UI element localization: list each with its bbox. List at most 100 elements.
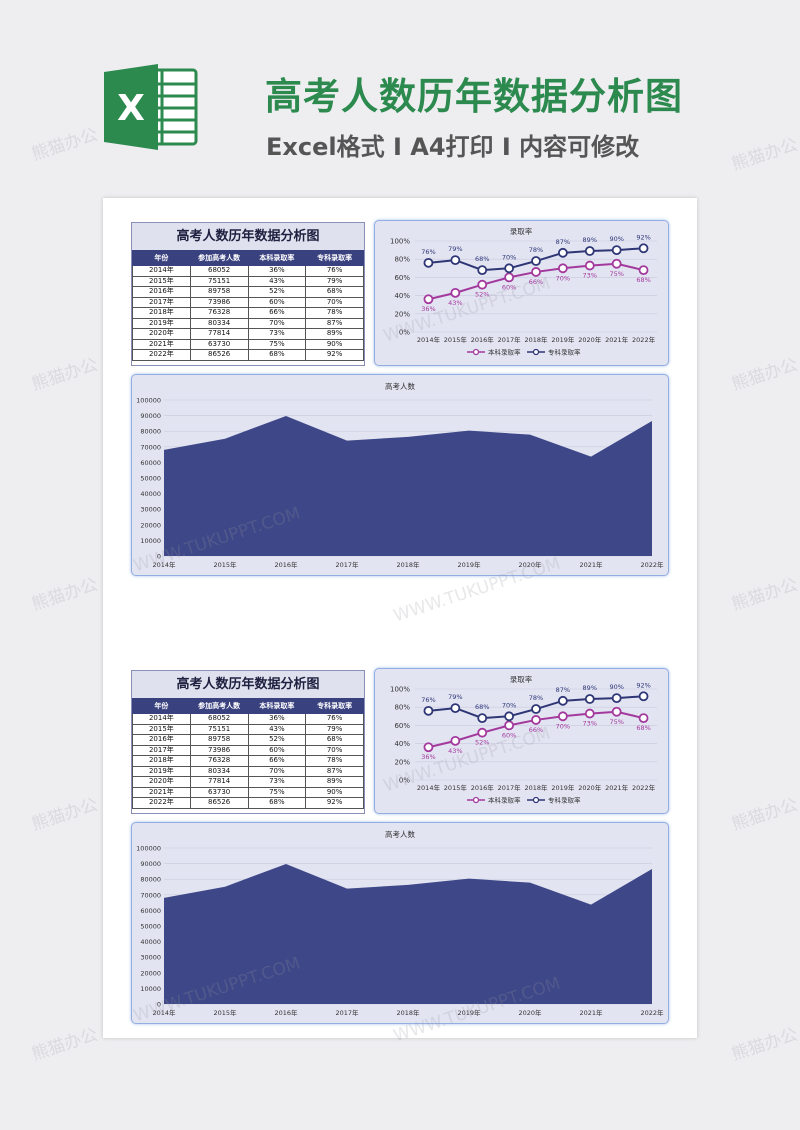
table-row: 2014年 68052 36% 76%	[132, 713, 364, 725]
table-row: 2014年 68052 36% 76%	[132, 265, 364, 277]
table-header-row: 年份 参加高考人数 本科录取率 专科录取率	[132, 250, 364, 266]
data-label: 90%	[609, 683, 623, 691]
y-tick-label: 70000	[140, 443, 161, 451]
x-tick-label: 2018年	[524, 335, 548, 344]
applicants-area-chart-svg: 高考人数 0 10000 20000 30000 40000 50000 60000 70000…	[136, 381, 664, 569]
y-tick-label: 40000	[140, 490, 161, 498]
table-row: 2021年 63730 75% 90%	[132, 338, 364, 350]
table-cell: 73%	[247, 328, 307, 340]
y-tick-label: 50000	[140, 475, 161, 483]
watermark: 熊猫办公	[29, 124, 101, 165]
watermark: 熊猫办公	[29, 1024, 101, 1065]
watermark: 熊猫办公	[729, 1024, 800, 1065]
table-cell: 75%	[247, 786, 307, 798]
table-cell: 75151	[189, 723, 249, 735]
table-cell: 52%	[247, 734, 307, 746]
data-point	[611, 693, 622, 704]
table-cell: 78%	[305, 307, 364, 319]
document-page: 高考人数历年数据分析图 年份 参加高考人数 本科录取率 专科录取率 2014年 6805…	[103, 198, 697, 1038]
data-point	[638, 243, 649, 254]
data-table: 年份 参加高考人数 本科录取率 专科录取率 2014年 68052 36% 76% 2015年…	[132, 250, 364, 361]
data-label: 66%	[529, 726, 543, 734]
y-tick-label: 20000	[140, 521, 161, 529]
data-point	[504, 720, 515, 731]
y-tick-label: 10000	[140, 537, 161, 545]
table-cell: 63730	[189, 786, 249, 798]
table-column-header: 参加高考人数	[189, 698, 249, 714]
table-column-header: 专科录取率	[305, 698, 364, 714]
data-point	[557, 711, 568, 722]
table-cell: 89%	[305, 328, 364, 340]
chart-title: 录取率	[510, 226, 533, 236]
table-cell: 86526	[189, 349, 249, 361]
table-cell: 2021年	[132, 786, 191, 798]
table-cell: 92%	[305, 797, 364, 809]
y-tick-label: 20000	[140, 969, 161, 977]
y-tick-label: 30000	[140, 506, 161, 514]
y-tick-label: 80000	[140, 428, 161, 436]
y-tick-label: 60%	[394, 722, 410, 730]
x-tick-label: 2016年	[471, 335, 495, 344]
excel-logo-letter: X	[117, 88, 145, 129]
data-point	[584, 246, 595, 256]
data-point	[611, 706, 622, 717]
data-label: 60%	[502, 283, 516, 291]
y-tick-label: 60000	[140, 459, 161, 467]
y-tick-label: 80%	[394, 704, 410, 712]
table-cell: 87%	[305, 317, 364, 329]
table-cell: 2015年	[132, 275, 191, 287]
y-tick-label: 100%	[390, 686, 410, 694]
table-cell: 73%	[247, 776, 307, 788]
y-tick-label: 80000	[140, 876, 161, 884]
data-label: 76%	[421, 248, 435, 256]
y-tick-label: 10000	[140, 985, 161, 993]
table-cell: 2019年	[132, 317, 191, 329]
rate-line-chart-svg: 录取率 0% 20% 40% 60% 80% 100% 2014年 2015年 2016年 2017…	[390, 674, 657, 805]
data-point	[450, 287, 461, 298]
table-cell: 70%	[247, 765, 307, 777]
x-tick-label: 2017年	[498, 335, 522, 344]
table-row: 2018年 76328 66% 78%	[132, 307, 364, 319]
table-cell: 70%	[247, 317, 307, 329]
y-tick-label: 20%	[394, 310, 410, 318]
data-point	[584, 260, 595, 271]
y-tick-label: 50000	[140, 923, 161, 931]
watermark: 熊猫办公	[29, 354, 101, 395]
data-label: 52%	[475, 291, 489, 299]
watermark: 熊猫办公	[29, 574, 101, 615]
x-tick-label: 2015年	[213, 560, 237, 569]
data-point	[477, 265, 488, 276]
x-tick-label: 2019年	[551, 335, 575, 344]
data-point	[638, 265, 649, 276]
table-body: 2014年 68052 36% 76% 2015年 75151 43% 79% 2016年 897…	[132, 265, 364, 361]
table-row: 2022年 86526 68% 92%	[132, 349, 364, 361]
watermark: 熊猫办公	[729, 354, 800, 395]
data-point	[504, 711, 515, 722]
table-cell: 2014年	[132, 713, 191, 725]
table-row: 2017年 73986 60% 70%	[132, 744, 364, 756]
data-point	[557, 263, 568, 274]
data-label: 78%	[529, 694, 543, 702]
x-tick-label: 2020年	[518, 560, 542, 569]
table-column-header: 本科录取率	[247, 698, 307, 714]
data-point	[423, 257, 434, 268]
table-cell: 2022年	[132, 349, 191, 361]
table-cell: 60%	[247, 296, 307, 308]
data-table: 年份 参加高考人数 本科录取率 专科录取率 2014年 68052 36% 76% 2015年…	[132, 698, 364, 809]
table-cell: 75151	[189, 275, 249, 287]
data-label: 73%	[583, 720, 597, 728]
x-tick-label: 2016年	[471, 783, 495, 792]
area-series	[164, 415, 652, 556]
legend-entry: 专科录取率	[548, 348, 581, 357]
data-label: 68%	[475, 703, 489, 711]
table-row: 2018年 76328 66% 78%	[132, 755, 364, 767]
table-cell: 2020年	[132, 776, 191, 788]
chart-title: 录取率	[510, 674, 533, 684]
table-cell: 2015年	[132, 723, 191, 735]
table-row: 2016年 89758 52% 68%	[132, 734, 364, 746]
table-cell: 87%	[305, 765, 364, 777]
table-cell: 66%	[247, 307, 307, 319]
table-cell: 2018年	[132, 307, 191, 319]
x-tick-label: 2019年	[551, 783, 575, 792]
table-row: 2019年 80334 70% 87%	[132, 765, 364, 777]
